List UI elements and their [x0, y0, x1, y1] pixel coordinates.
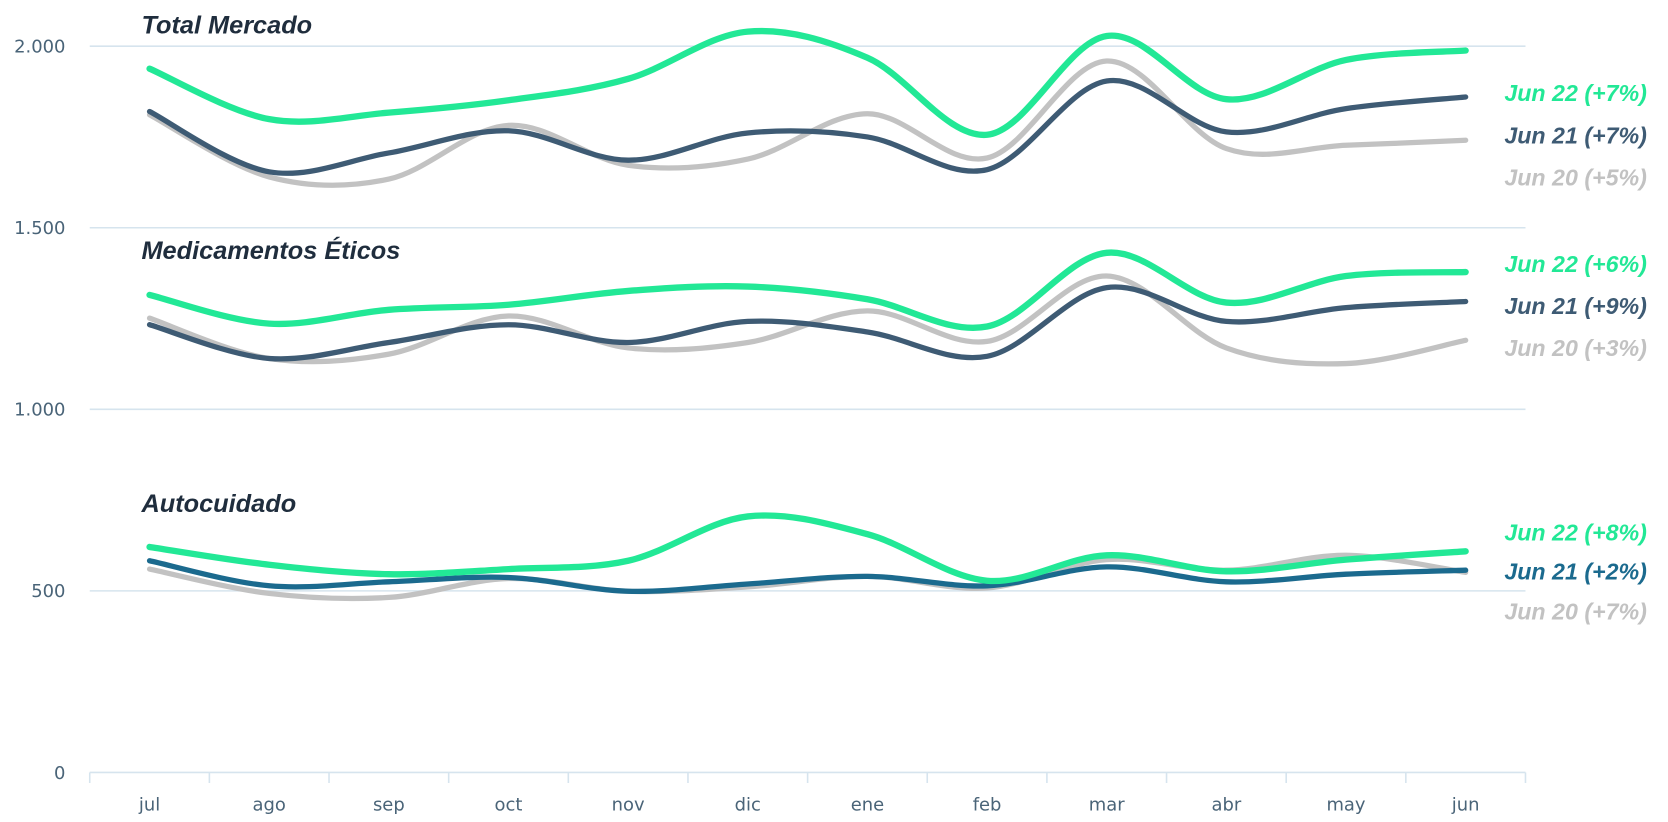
x-tick-label: abr: [1211, 794, 1241, 815]
y-tick-label: 1.000: [14, 400, 65, 421]
group-title: Autocuidado: [140, 490, 296, 518]
legend-label: Jun 21 (+2%): [1504, 559, 1647, 585]
legend-label: Jun 22 (+7%): [1504, 80, 1647, 106]
series-line: [146, 512, 1469, 585]
legend-label: Jun 20 (+5%): [1504, 164, 1647, 190]
y-tick-label: 1.500: [14, 218, 65, 239]
x-tick-label: sep: [373, 794, 405, 815]
series-line: [146, 558, 1469, 595]
legend-label: Jun 22 (+6%): [1504, 251, 1647, 277]
x-tick-label: mar: [1089, 794, 1125, 815]
x-tick-label: feb: [973, 794, 1002, 815]
group-title: Total Mercado: [141, 12, 312, 40]
legend-label: Jun 21 (+7%): [1504, 122, 1647, 148]
x-tick-label: nov: [612, 794, 645, 815]
series-line: [146, 58, 1469, 188]
x-tick-label: jun: [1451, 794, 1480, 815]
y-tick-label: 2.000: [14, 36, 65, 57]
x-tick-label: ago: [253, 794, 286, 815]
series-line: [146, 273, 1469, 367]
x-tick-label: may: [1326, 794, 1365, 815]
y-tick-label: 500: [31, 581, 65, 602]
legend-label: Jun 21 (+9%): [1504, 293, 1647, 319]
legend-label: Jun 20 (+7%): [1504, 599, 1647, 625]
legend-label: Jun 22 (+8%): [1504, 520, 1647, 546]
x-tick-label: dic: [735, 794, 761, 815]
group-title: Medicamentos Éticos: [141, 236, 400, 265]
series-line: [146, 77, 1469, 176]
series-line: [146, 249, 1469, 331]
series-line: [146, 27, 1469, 138]
legend-label: Jun 20 (+3%): [1504, 335, 1647, 361]
y-tick-label: 0: [54, 763, 65, 784]
series-line: [146, 284, 1469, 362]
x-tick-label: ene: [851, 794, 884, 815]
x-tick-label: jul: [138, 794, 160, 815]
x-tick-label: oct: [495, 794, 523, 815]
